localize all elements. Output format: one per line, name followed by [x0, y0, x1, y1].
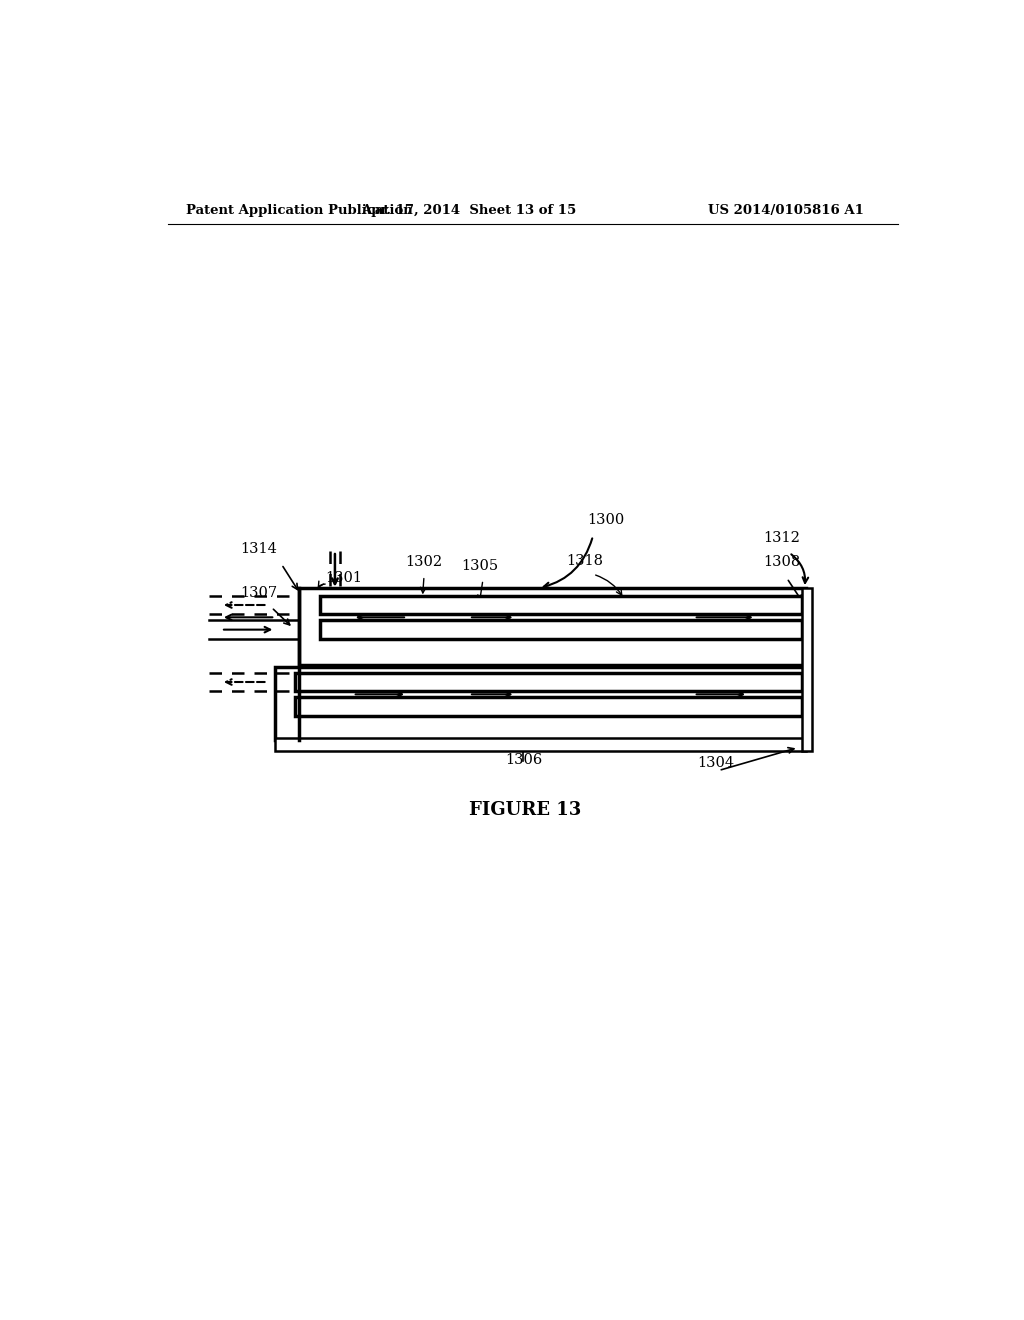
Text: Apr. 17, 2014  Sheet 13 of 15: Apr. 17, 2014 Sheet 13 of 15: [361, 205, 577, 218]
Bar: [802, 589, 812, 751]
Text: 1314: 1314: [241, 541, 278, 556]
Bar: [295, 697, 802, 715]
Text: 1312: 1312: [764, 531, 801, 545]
Text: 1304: 1304: [697, 755, 735, 770]
Bar: [295, 673, 802, 692]
Text: 1308: 1308: [764, 556, 801, 569]
Text: 1318: 1318: [566, 554, 603, 568]
Bar: [275, 667, 806, 739]
Text: 1300: 1300: [588, 513, 625, 527]
Text: Patent Application Publication: Patent Application Publication: [186, 205, 413, 218]
Text: 1305: 1305: [461, 560, 499, 573]
Bar: [321, 595, 802, 614]
Bar: [321, 620, 802, 639]
Text: 1302: 1302: [406, 556, 442, 569]
Text: FIGURE 13: FIGURE 13: [469, 801, 581, 820]
Text: 1306: 1306: [506, 752, 543, 767]
Text: 1307: 1307: [241, 586, 278, 601]
Bar: [299, 589, 806, 665]
Text: 1301: 1301: [326, 572, 362, 585]
Bar: [275, 738, 806, 751]
Text: US 2014/0105816 A1: US 2014/0105816 A1: [709, 205, 864, 218]
